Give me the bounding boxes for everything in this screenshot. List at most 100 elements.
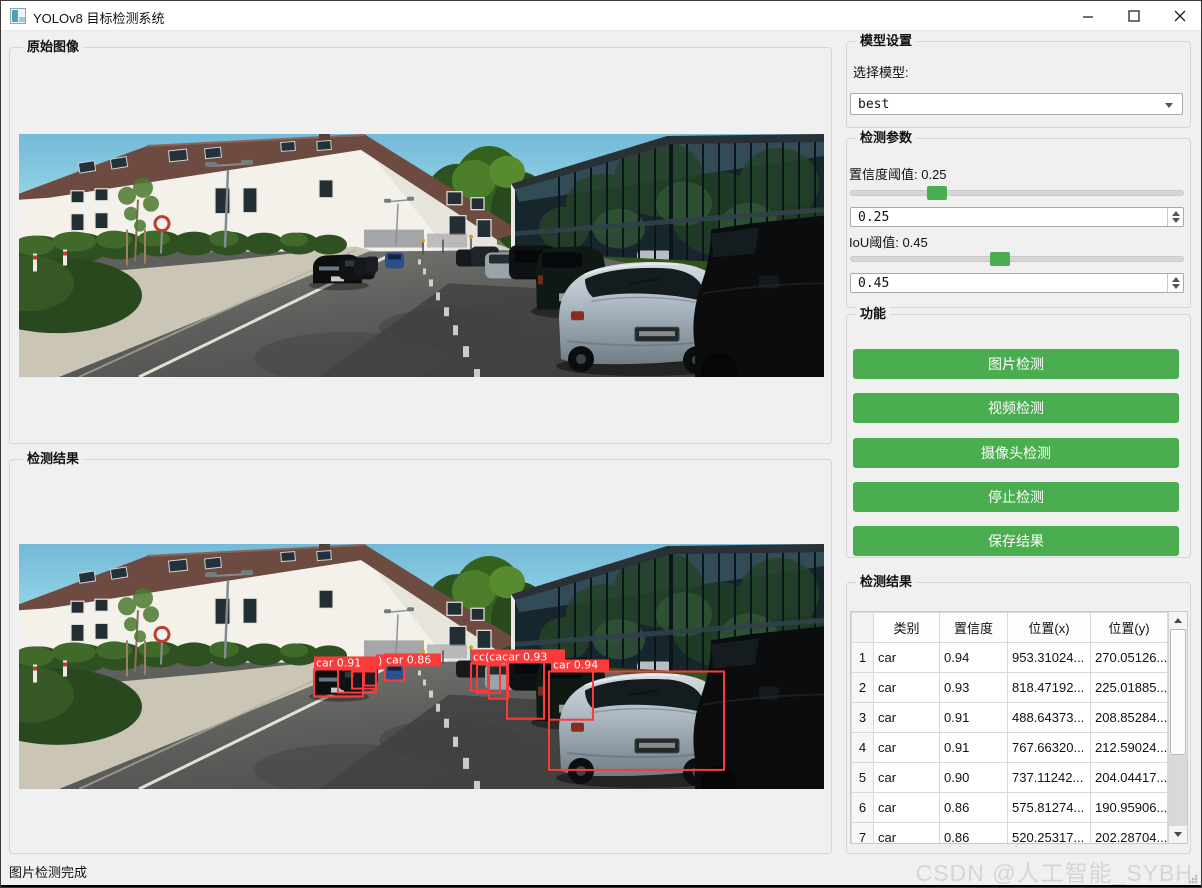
model-combobox-value: best	[858, 96, 890, 112]
spinbox-arrows[interactable]	[1167, 208, 1183, 226]
group-result-image-label: 检测结果	[23, 452, 84, 466]
svg-text:car 0.91: car 0.91	[316, 656, 361, 669]
detection-overlay: car 0.91) car 0.86 cc(cacar 0.93 car 0.94	[313, 649, 725, 771]
row-number-cell[interactable]: 3	[851, 702, 874, 733]
table-cell[interactable]: 270.05126...	[1090, 642, 1168, 673]
iou-slider[interactable]	[850, 252, 1184, 266]
results-table: 类别 置信度 位置(x) 位置(y) 1 car 0.94 953.31024... 2…	[850, 611, 1188, 844]
table-row[interactable]: 3 car 0.91 488.64373... 208.85284...	[851, 702, 1168, 733]
scrollbar-groove[interactable]	[1169, 755, 1187, 826]
table-cell[interactable]: 208.85284...	[1090, 702, 1168, 733]
table-cell[interactable]: car	[873, 672, 940, 703]
save-results-button[interactable]: 保存结果	[853, 526, 1179, 556]
table-cell[interactable]: 225.01885...	[1090, 672, 1168, 703]
image-detect-button[interactable]: 图片检测	[853, 349, 1179, 379]
minimize-button[interactable]	[1065, 1, 1111, 31]
svg-text:car 0.86: car 0.86	[386, 653, 431, 666]
table-cell[interactable]: 204.04417...	[1090, 762, 1168, 793]
table-cell[interactable]: 0.86	[939, 792, 1008, 823]
table-cell[interactable]: car	[873, 822, 940, 843]
svg-text:cc(cacar 0.93: cc(cacar 0.93	[473, 650, 547, 663]
scrollbar-thumb[interactable]	[1170, 629, 1186, 755]
table-row[interactable]: 2 car 0.93 818.47192... 225.01885...	[851, 672, 1168, 703]
table-row[interactable]: 6 car 0.86 575.81274... 190.95906...	[851, 792, 1168, 823]
video-detect-button[interactable]: 视频检测	[853, 393, 1179, 423]
table-cell[interactable]: 190.95906...	[1090, 792, 1168, 823]
confidence-slider-handle[interactable]	[927, 186, 948, 200]
confidence-spinbox[interactable]: 0.25	[850, 207, 1184, 227]
confidence-spinbox-value: 0.25	[858, 209, 890, 225]
table-row[interactable]: 5 car 0.90 737.11242... 204.04417...	[851, 762, 1168, 793]
row-number-cell[interactable]: 1	[851, 642, 874, 673]
resize-grip[interactable]	[1188, 874, 1198, 884]
table-cell[interactable]: 737.11242...	[1007, 762, 1091, 793]
table-cell[interactable]: 0.86	[939, 822, 1008, 843]
row-number-cell[interactable]: 4	[851, 732, 874, 763]
table-cell[interactable]: 818.47192...	[1007, 672, 1091, 703]
original-image-view	[19, 134, 824, 377]
table-cell[interactable]: car	[873, 762, 940, 793]
window-title: YOLOv8 目标检测系统	[33, 11, 165, 26]
table-cell[interactable]: car	[873, 642, 940, 673]
table-cell[interactable]: 202.28704...	[1090, 822, 1168, 843]
table-cell[interactable]: 212.59024...	[1090, 732, 1168, 763]
table-cell[interactable]: car	[873, 702, 940, 733]
model-combobox[interactable]: best	[850, 93, 1183, 115]
table-row[interactable]: 1 car 0.94 953.31024... 270.05126...	[851, 642, 1168, 673]
scroll-down-icon[interactable]	[1169, 826, 1187, 843]
camera-detect-button[interactable]: 摄像头检测	[853, 438, 1179, 468]
titlebar: YOLOv8 目标检测系统	[1, 1, 1201, 31]
table-row[interactable]: 4 car 0.91 767.66320... 212.59024...	[851, 732, 1168, 763]
group-results-label: 检测结果	[856, 575, 917, 589]
confidence-threshold-label: 置信度阈值: 0.25	[849, 167, 947, 182]
group-detection-params-label: 检测参数	[856, 131, 917, 145]
watermark: CSDN @人工智能_SYBH	[915, 860, 1193, 886]
row-number-cell[interactable]: 5	[851, 762, 874, 793]
bottom-border	[1, 885, 1201, 887]
col-header-posx[interactable]: 位置(x)	[1007, 612, 1091, 643]
maximize-button[interactable]	[1111, 1, 1157, 31]
scroll-up-icon[interactable]	[1169, 612, 1187, 629]
col-header-confidence[interactable]: 置信度	[939, 612, 1008, 643]
table-cell[interactable]: 575.81274...	[1007, 792, 1091, 823]
app-icon	[10, 8, 26, 24]
close-button[interactable]	[1157, 1, 1201, 31]
table-cell[interactable]: 0.91	[939, 702, 1008, 733]
spinbox-arrows[interactable]	[1167, 274, 1183, 292]
chevron-down-icon	[1165, 103, 1173, 108]
group-model-settings-label: 模型设置	[856, 34, 917, 48]
row-number-cell[interactable]: 2	[851, 672, 874, 703]
confidence-slider[interactable]	[850, 186, 1184, 200]
svg-text:): )	[378, 654, 382, 667]
svg-text:car 0.94: car 0.94	[553, 658, 598, 671]
iou-slider-handle[interactable]	[990, 252, 1011, 266]
group-functions-label: 功能	[856, 307, 891, 321]
iou-spinbox[interactable]: 0.45	[850, 273, 1184, 293]
select-model-label: 选择模型:	[853, 65, 909, 80]
table-row[interactable]: 7 car 0.86 520.25317... 202.28704...	[851, 822, 1168, 843]
table-cell[interactable]: 767.66320...	[1007, 732, 1091, 763]
stop-detect-button[interactable]: 停止检测	[853, 482, 1179, 512]
table-cell[interactable]: 0.91	[939, 732, 1008, 763]
table-cell[interactable]: 0.94	[939, 642, 1008, 673]
table-cell[interactable]: car	[873, 792, 940, 823]
iou-spinbox-value: 0.45	[858, 275, 890, 291]
table-header-row: 类别 置信度 位置(x) 位置(y)	[851, 612, 1168, 643]
table-cell[interactable]: 488.64373...	[1007, 702, 1091, 733]
status-message: 图片检测完成	[9, 865, 88, 880]
iou-threshold-label: IoU阈值: 0.45	[849, 235, 928, 250]
table-cell[interactable]: 520.25317...	[1007, 822, 1091, 843]
table-corner-cell[interactable]	[851, 612, 874, 643]
group-original-image-label: 原始图像	[23, 40, 84, 54]
table-cell[interactable]: 0.93	[939, 672, 1008, 703]
row-number-cell[interactable]: 7	[851, 822, 874, 843]
row-number-cell[interactable]: 6	[851, 792, 874, 823]
table-scrollbar[interactable]	[1168, 612, 1187, 843]
result-image-view: car 0.91) car 0.86 cc(cacar 0.93 car 0.94	[19, 544, 824, 789]
table-cell[interactable]: 953.31024...	[1007, 642, 1091, 673]
col-header-class[interactable]: 类别	[873, 612, 940, 643]
col-header-posy[interactable]: 位置(y)	[1090, 612, 1168, 643]
table-cell[interactable]: 0.90	[939, 762, 1008, 793]
table-cell[interactable]: car	[873, 732, 940, 763]
